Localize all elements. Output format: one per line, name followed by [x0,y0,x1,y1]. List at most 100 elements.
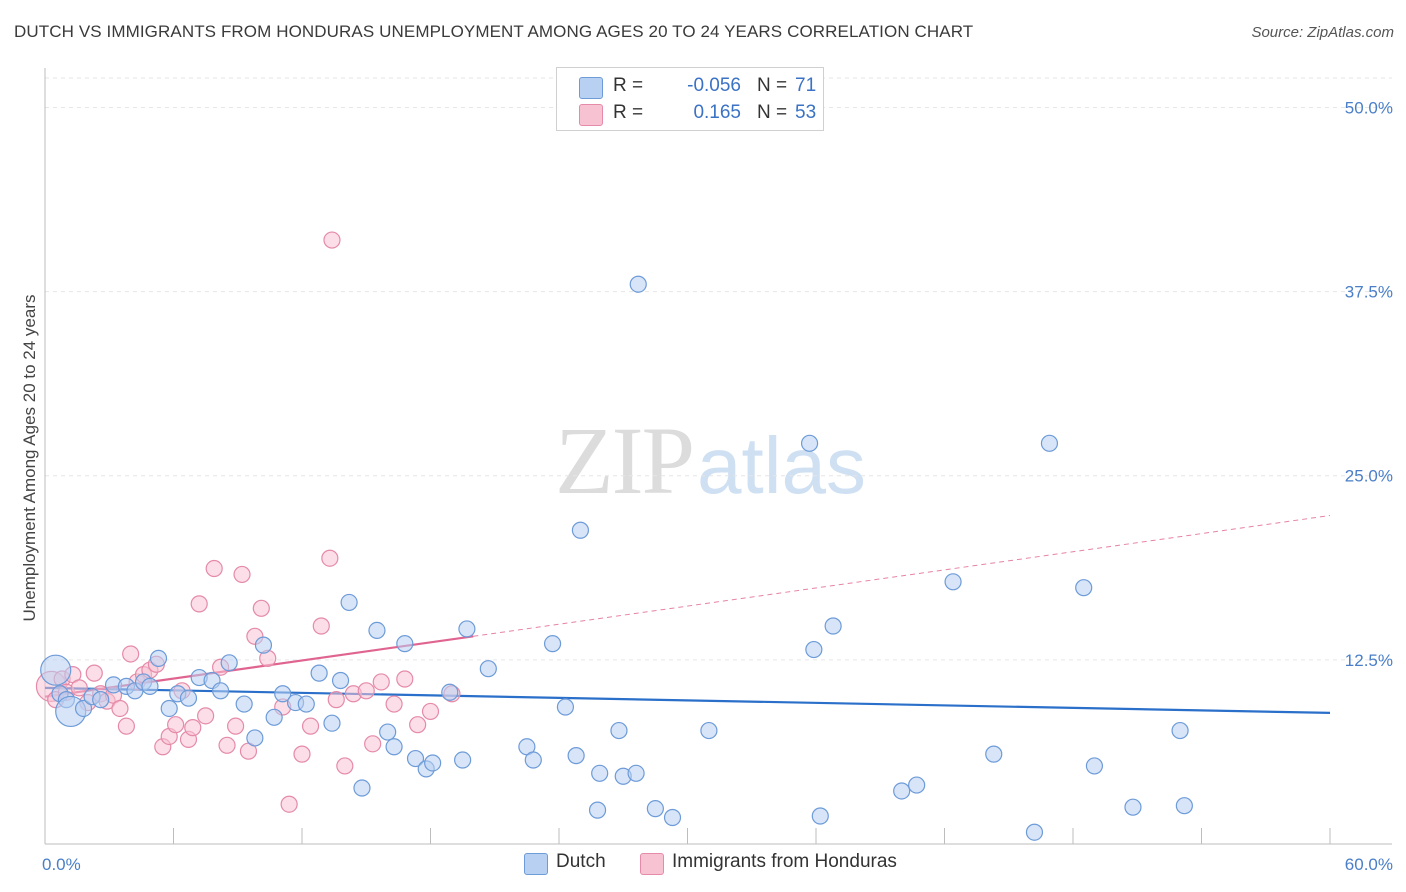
x-tick-label: 60.0% [1345,855,1393,874]
trendline-dutch [44,686,1331,714]
legend-n-label: N = [757,75,788,96]
x-tick-label: 0.0% [42,855,81,874]
point-dutch [893,782,911,800]
legend-label-honduras: Immigrants from Honduras [672,851,897,872]
point-dutch [524,751,542,769]
point-dutch [1171,721,1189,740]
point-dutch [368,621,386,640]
legend-swatch-dutch [524,853,548,875]
trend-lines [44,515,1331,714]
point-dutch [543,635,562,653]
point-honduras [409,716,427,734]
point-honduras [327,691,345,709]
point-honduras [190,595,208,613]
point-dutch [627,764,645,782]
point-dutch [610,721,628,740]
point-dutch [1040,434,1059,452]
point-honduras [197,707,215,725]
point-dutch [340,593,358,612]
point-honduras [421,702,440,721]
legend-swatch-honduras [579,104,603,126]
watermark-zip: ZIP [555,407,695,514]
point-dutch [824,617,842,635]
point-dutch [1085,757,1104,775]
point-dutch [424,754,442,772]
tick-labels: 12.5% 25.0% 37.5% 50.0% 0.0% 60.0% [42,98,1393,874]
point-dutch [265,708,283,726]
legend-n-value: 71 [795,75,817,96]
axes [44,68,1392,845]
point-dutch [1075,579,1093,597]
point-honduras [184,719,202,737]
point-dutch [353,779,371,797]
point-honduras [336,757,354,775]
point-honduras [122,645,140,663]
point-dutch [805,640,823,659]
point-dutch [567,747,585,765]
point-honduras [205,559,223,578]
point-dutch [571,521,590,539]
point-honduras [117,717,135,735]
point-dutch [556,698,575,716]
point-honduras [252,599,270,617]
point-dutch [179,689,198,707]
point-dutch [646,800,664,818]
point-honduras [323,231,341,249]
legend-r-value: -0.056 [687,75,741,96]
point-honduras [227,717,245,735]
point-dutch [92,691,110,709]
point-honduras [357,682,375,700]
point-honduras [321,549,339,567]
point-dutch [379,723,397,741]
point-honduras [111,699,129,718]
point-dutch [591,764,609,782]
point-honduras [293,745,311,763]
point-honduras [364,735,382,753]
point-dutch [811,807,829,825]
point-dutch [944,573,962,591]
point-dutch [441,683,459,701]
point-honduras [396,670,414,688]
point-dutch [220,654,238,672]
point-dutch [396,635,414,653]
point-honduras [233,565,251,584]
point-dutch [160,699,178,718]
point-dutch [310,664,328,682]
point-dutch [40,654,72,686]
point-honduras [385,695,403,713]
source-label: Source: ZipAtlas.com [1251,24,1394,41]
legend-r-label: R = [613,102,644,123]
point-dutch [235,695,253,713]
point-honduras [218,736,236,754]
watermark-atlas: atlas [697,421,866,510]
legend-r-label: R = [613,75,644,96]
series-legend: Dutch Immigrants from Honduras [0,851,1406,877]
point-dutch [985,745,1003,763]
point-dutch [74,699,93,718]
y-tick-label: 37.5% [1345,283,1393,302]
point-dutch [700,721,718,740]
point-dutch [800,434,819,452]
y-tick-label: 50.0% [1345,98,1393,117]
chart-title: DUTCH VS IMMIGRANTS FROM HONDURAS UNEMPL… [14,22,974,41]
point-dutch [149,649,168,667]
point-honduras [85,664,103,682]
legend-r-value: 0.165 [693,102,741,123]
correlation-legend: R = -0.056 N = 71 R = 0.165 N = 53 [556,67,824,131]
point-dutch [663,808,682,827]
legend-label-dutch: Dutch [556,851,606,872]
legend-n-label: N = [757,102,788,123]
point-honduras [167,716,185,734]
legend-swatch-honduras [640,853,664,875]
point-honduras [312,617,330,635]
point-dutch [458,620,476,638]
point-dutch [274,685,292,703]
legend-swatch-dutch [579,77,603,99]
point-dutch [385,738,403,756]
point-honduras [280,795,298,813]
point-dutch [246,729,264,747]
point-dutch [1175,797,1193,815]
y-tick-label: 25.0% [1345,467,1393,486]
point-dutch [406,749,425,768]
